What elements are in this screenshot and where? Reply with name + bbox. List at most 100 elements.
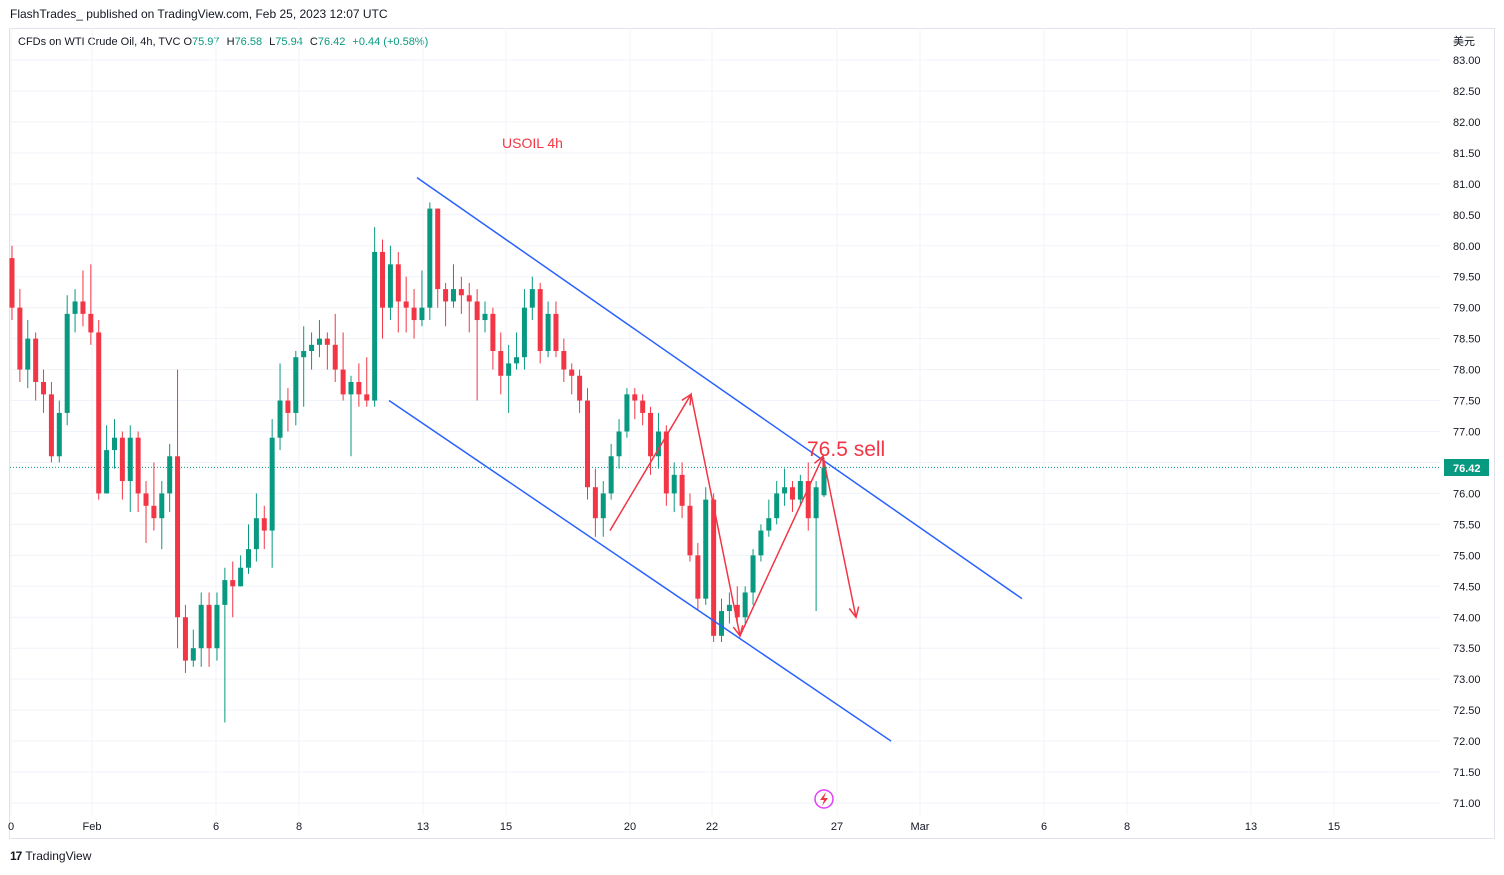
change-value: +0.44 (+0.58%) xyxy=(352,36,429,48)
candle-body xyxy=(450,289,456,302)
candle-body xyxy=(119,437,125,482)
candle-body xyxy=(797,481,803,500)
candle-body xyxy=(663,431,669,494)
y-tick-label: 73.00 xyxy=(1453,674,1481,686)
x-tick-label: 13 xyxy=(1245,821,1257,833)
candle-body xyxy=(529,289,535,308)
y-tick-label: 77.50 xyxy=(1453,396,1481,408)
open-label: O xyxy=(183,36,193,48)
y-tick-label: 78.00 xyxy=(1453,365,1481,377)
candle-body xyxy=(238,567,244,587)
channel-upper-line xyxy=(416,177,1023,600)
candle-body xyxy=(758,530,764,556)
x-axis: 0 Feb 6 8 13 15 20 22 27 Mar 6 8 13 15 xyxy=(8,821,1340,833)
candle-body xyxy=(356,381,362,395)
y-tick-label: 81.00 xyxy=(1453,179,1481,191)
candle-body xyxy=(127,437,133,482)
candle-body xyxy=(648,412,654,457)
lightning-icon[interactable] xyxy=(814,789,834,809)
candle-body xyxy=(364,394,370,401)
candle-body xyxy=(277,400,283,438)
candle-body xyxy=(175,456,181,618)
x-tick-label: 6 xyxy=(213,821,219,833)
candle-body xyxy=(167,456,173,494)
y-tick-label: 82.00 xyxy=(1453,117,1481,129)
candle-body xyxy=(569,369,575,376)
candle-body xyxy=(482,313,488,321)
candle-body xyxy=(387,264,393,308)
y-tick-label: 74.50 xyxy=(1453,581,1481,593)
candle-body xyxy=(458,289,464,296)
candle-body xyxy=(403,301,409,308)
y-tick-label: 72.50 xyxy=(1453,705,1481,717)
candle-body xyxy=(577,375,583,401)
y-tick-label: 71.50 xyxy=(1453,767,1481,779)
y-tick-label: 83.00 xyxy=(1453,55,1481,67)
candle-body xyxy=(285,400,291,413)
candle-body xyxy=(443,289,449,302)
x-tick-label: Mar xyxy=(911,821,930,833)
candle-body xyxy=(711,499,717,636)
chart-title: USOIL 4h xyxy=(502,135,563,151)
candle-body xyxy=(269,437,275,531)
candle-body xyxy=(427,208,433,308)
symbol-legend: CFDs on WTI Crude Oil, 4h, TVC O75.97 H7… xyxy=(18,36,432,48)
candle-body xyxy=(206,604,212,649)
close-label: C xyxy=(309,36,318,48)
candle-body xyxy=(324,338,330,345)
candle-body xyxy=(687,505,693,556)
candle-body xyxy=(490,313,496,352)
candle-body xyxy=(553,313,559,352)
candle-body xyxy=(301,351,307,358)
candle-body xyxy=(309,344,315,352)
tradingview-logo-icon: 17 xyxy=(10,849,22,863)
candle-body xyxy=(624,394,630,432)
candle-body xyxy=(774,493,780,519)
y-tick-label: 81.50 xyxy=(1453,148,1481,160)
x-tick-label: 15 xyxy=(500,821,512,833)
footer[interactable]: 17 TradingView xyxy=(10,849,91,863)
x-tick-label: 8 xyxy=(1124,821,1130,833)
x-tick-label: 22 xyxy=(706,821,718,833)
y-tick-label: 80.00 xyxy=(1453,241,1481,253)
candle-body xyxy=(25,338,31,370)
candle-body xyxy=(135,437,141,494)
candle-body xyxy=(159,493,165,519)
candle-body xyxy=(742,592,748,618)
candle-body xyxy=(261,518,267,531)
candle-body xyxy=(143,493,149,506)
low-label: L xyxy=(269,36,276,48)
y-tick-label: 75.50 xyxy=(1453,519,1481,531)
x-tick-label: 20 xyxy=(624,821,636,833)
candle-body xyxy=(222,580,228,605)
candle-body xyxy=(561,351,567,370)
candle-body xyxy=(104,450,110,494)
candle-body xyxy=(616,431,622,457)
candle-body xyxy=(80,301,86,314)
candle-body xyxy=(655,431,661,457)
candle-body xyxy=(41,381,47,395)
candle-body xyxy=(72,301,78,314)
candle-body xyxy=(679,474,685,506)
y-tick-label: 82.50 xyxy=(1453,86,1481,98)
candle-body xyxy=(17,307,23,370)
candle-body xyxy=(750,555,756,593)
symbol-name: CFDs on WTI Crude Oil, 4h, TVC xyxy=(18,36,181,48)
candle-body xyxy=(671,474,677,494)
candle-body xyxy=(214,604,220,649)
chart-frame[interactable] xyxy=(9,28,1495,839)
projection-arrowhead xyxy=(681,392,692,406)
candle-body xyxy=(719,611,725,636)
candle-body xyxy=(340,369,346,395)
candle-body xyxy=(592,487,598,519)
close-value: 76.42 xyxy=(317,36,346,48)
candle-body xyxy=(726,604,732,612)
candle-body xyxy=(766,518,772,531)
candle-body xyxy=(466,295,472,302)
projection-arrowhead xyxy=(814,454,824,468)
y-axis: 83.00 82.50 82.00 81.50 81.00 80.50 80.00 79.50… xyxy=(1453,55,1481,810)
candle-body xyxy=(332,344,338,370)
candle-body xyxy=(521,307,527,358)
candle-body xyxy=(96,332,102,494)
